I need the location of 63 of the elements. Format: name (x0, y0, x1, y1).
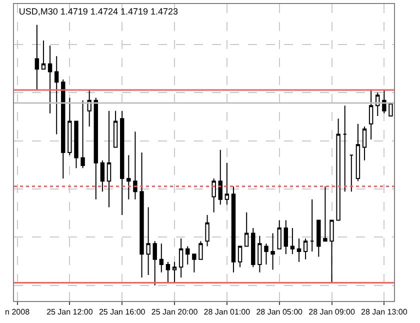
x-tick-label: 25 Jan 20:00 (151, 308, 198, 317)
candlestick (296, 238, 302, 262)
candlestick (106, 110, 112, 208)
candlestick (330, 220, 334, 284)
x-tick-label: 28 Jan 01:00 (204, 308, 251, 317)
candlestick (126, 154, 131, 200)
candlestick (159, 243, 164, 273)
candlestick (94, 97, 98, 200)
candlestick (342, 105, 347, 192)
candlestick (192, 254, 196, 273)
candlestick (205, 214, 210, 247)
candlestick (166, 261, 170, 284)
candlestick (68, 97, 72, 156)
x-tick-label: 25 Jan 12:00 (46, 308, 94, 317)
chart-title: USD,M30 1.4719 1.4724 1.4719 1.4723 (18, 6, 178, 16)
candlestick (224, 162, 230, 206)
candlestick (48, 45, 52, 114)
candlestick (251, 228, 256, 268)
candlestick (198, 240, 203, 260)
candlestick (186, 246, 190, 266)
candlestick (231, 186, 236, 273)
candlestick (323, 186, 328, 242)
candlestick (310, 198, 314, 252)
candlestick (172, 261, 177, 284)
candlestick (376, 92, 380, 117)
candlestick (356, 123, 360, 182)
candlestick (34, 24, 40, 90)
candlestick (277, 220, 282, 250)
candlestick (303, 238, 308, 260)
x-tick-label: 25 Jan 16:00 (98, 308, 146, 317)
candlestick (113, 110, 118, 148)
candlestick (152, 240, 157, 286)
candlestick (100, 160, 105, 192)
candlestick (270, 232, 275, 270)
candlestick (290, 228, 295, 255)
candlestick (382, 89, 386, 114)
candlestick (146, 206, 150, 276)
candlestick (218, 149, 222, 206)
candlestick (54, 56, 59, 135)
candlestick (349, 154, 354, 192)
candlestick (388, 102, 393, 117)
candlestick (244, 212, 249, 247)
x-tick-label: 28 Jan 05:00 (256, 308, 304, 317)
candlestick (238, 246, 242, 268)
candlestick (258, 235, 262, 273)
candlestick (316, 220, 321, 258)
candlestick (284, 220, 288, 255)
candlestick (264, 243, 268, 266)
x-tick-label: 28 Jan 13:00 (361, 308, 408, 317)
candlestick (80, 100, 85, 169)
candlestick (133, 131, 138, 200)
candlestick (368, 89, 374, 140)
x-tick-label: n 2008 (5, 308, 30, 317)
candlestick (212, 178, 216, 213)
candlestick (41, 40, 46, 70)
candlestick (74, 120, 78, 169)
x-tick-label: 28 Jan 09:00 (308, 308, 356, 317)
candlestick (336, 118, 340, 221)
candlestick (140, 152, 144, 278)
candlestick (178, 238, 184, 278)
candlestick (61, 79, 66, 180)
candlestick (87, 89, 92, 127)
candlestick (362, 126, 367, 161)
